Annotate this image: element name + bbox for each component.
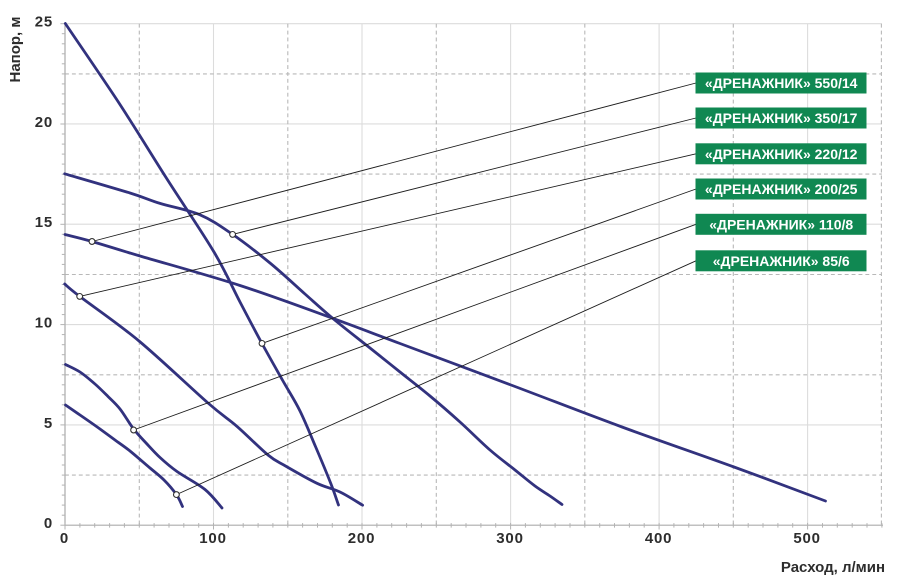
svg-text:Напор, м: Напор, м <box>7 17 24 83</box>
svg-text:«ДРЕНАЖНИК» 550/14: «ДРЕНАЖНИК» 550/14 <box>705 75 858 91</box>
svg-text:10: 10 <box>35 315 53 332</box>
svg-text:«ДРЕНАЖНИК» 350/17: «ДРЕНАЖНИК» 350/17 <box>705 110 858 126</box>
svg-text:500: 500 <box>793 530 820 547</box>
svg-text:Расход, л/мин: Расход, л/мин <box>781 559 885 576</box>
svg-text:0: 0 <box>44 515 53 532</box>
svg-text:100: 100 <box>199 530 226 547</box>
svg-text:200: 200 <box>348 530 375 547</box>
svg-text:300: 300 <box>496 530 523 547</box>
svg-text:0: 0 <box>60 530 69 547</box>
svg-text:«ДРЕНАЖНИК» 220/12: «ДРЕНАЖНИК» 220/12 <box>705 146 858 162</box>
svg-text:«ДРЕНАЖНИК» 85/6: «ДРЕНАЖНИК» 85/6 <box>713 253 850 269</box>
svg-text:25: 25 <box>35 14 53 31</box>
svg-text:15: 15 <box>35 214 53 231</box>
svg-text:«ДРЕНАЖНИК» 110/8: «ДРЕНАЖНИК» 110/8 <box>709 217 853 233</box>
svg-text:20: 20 <box>35 114 53 131</box>
svg-text:400: 400 <box>645 530 672 547</box>
svg-text:«ДРЕНАЖНИК» 200/25: «ДРЕНАЖНИК» 200/25 <box>705 181 858 197</box>
svg-text:5: 5 <box>44 415 53 432</box>
